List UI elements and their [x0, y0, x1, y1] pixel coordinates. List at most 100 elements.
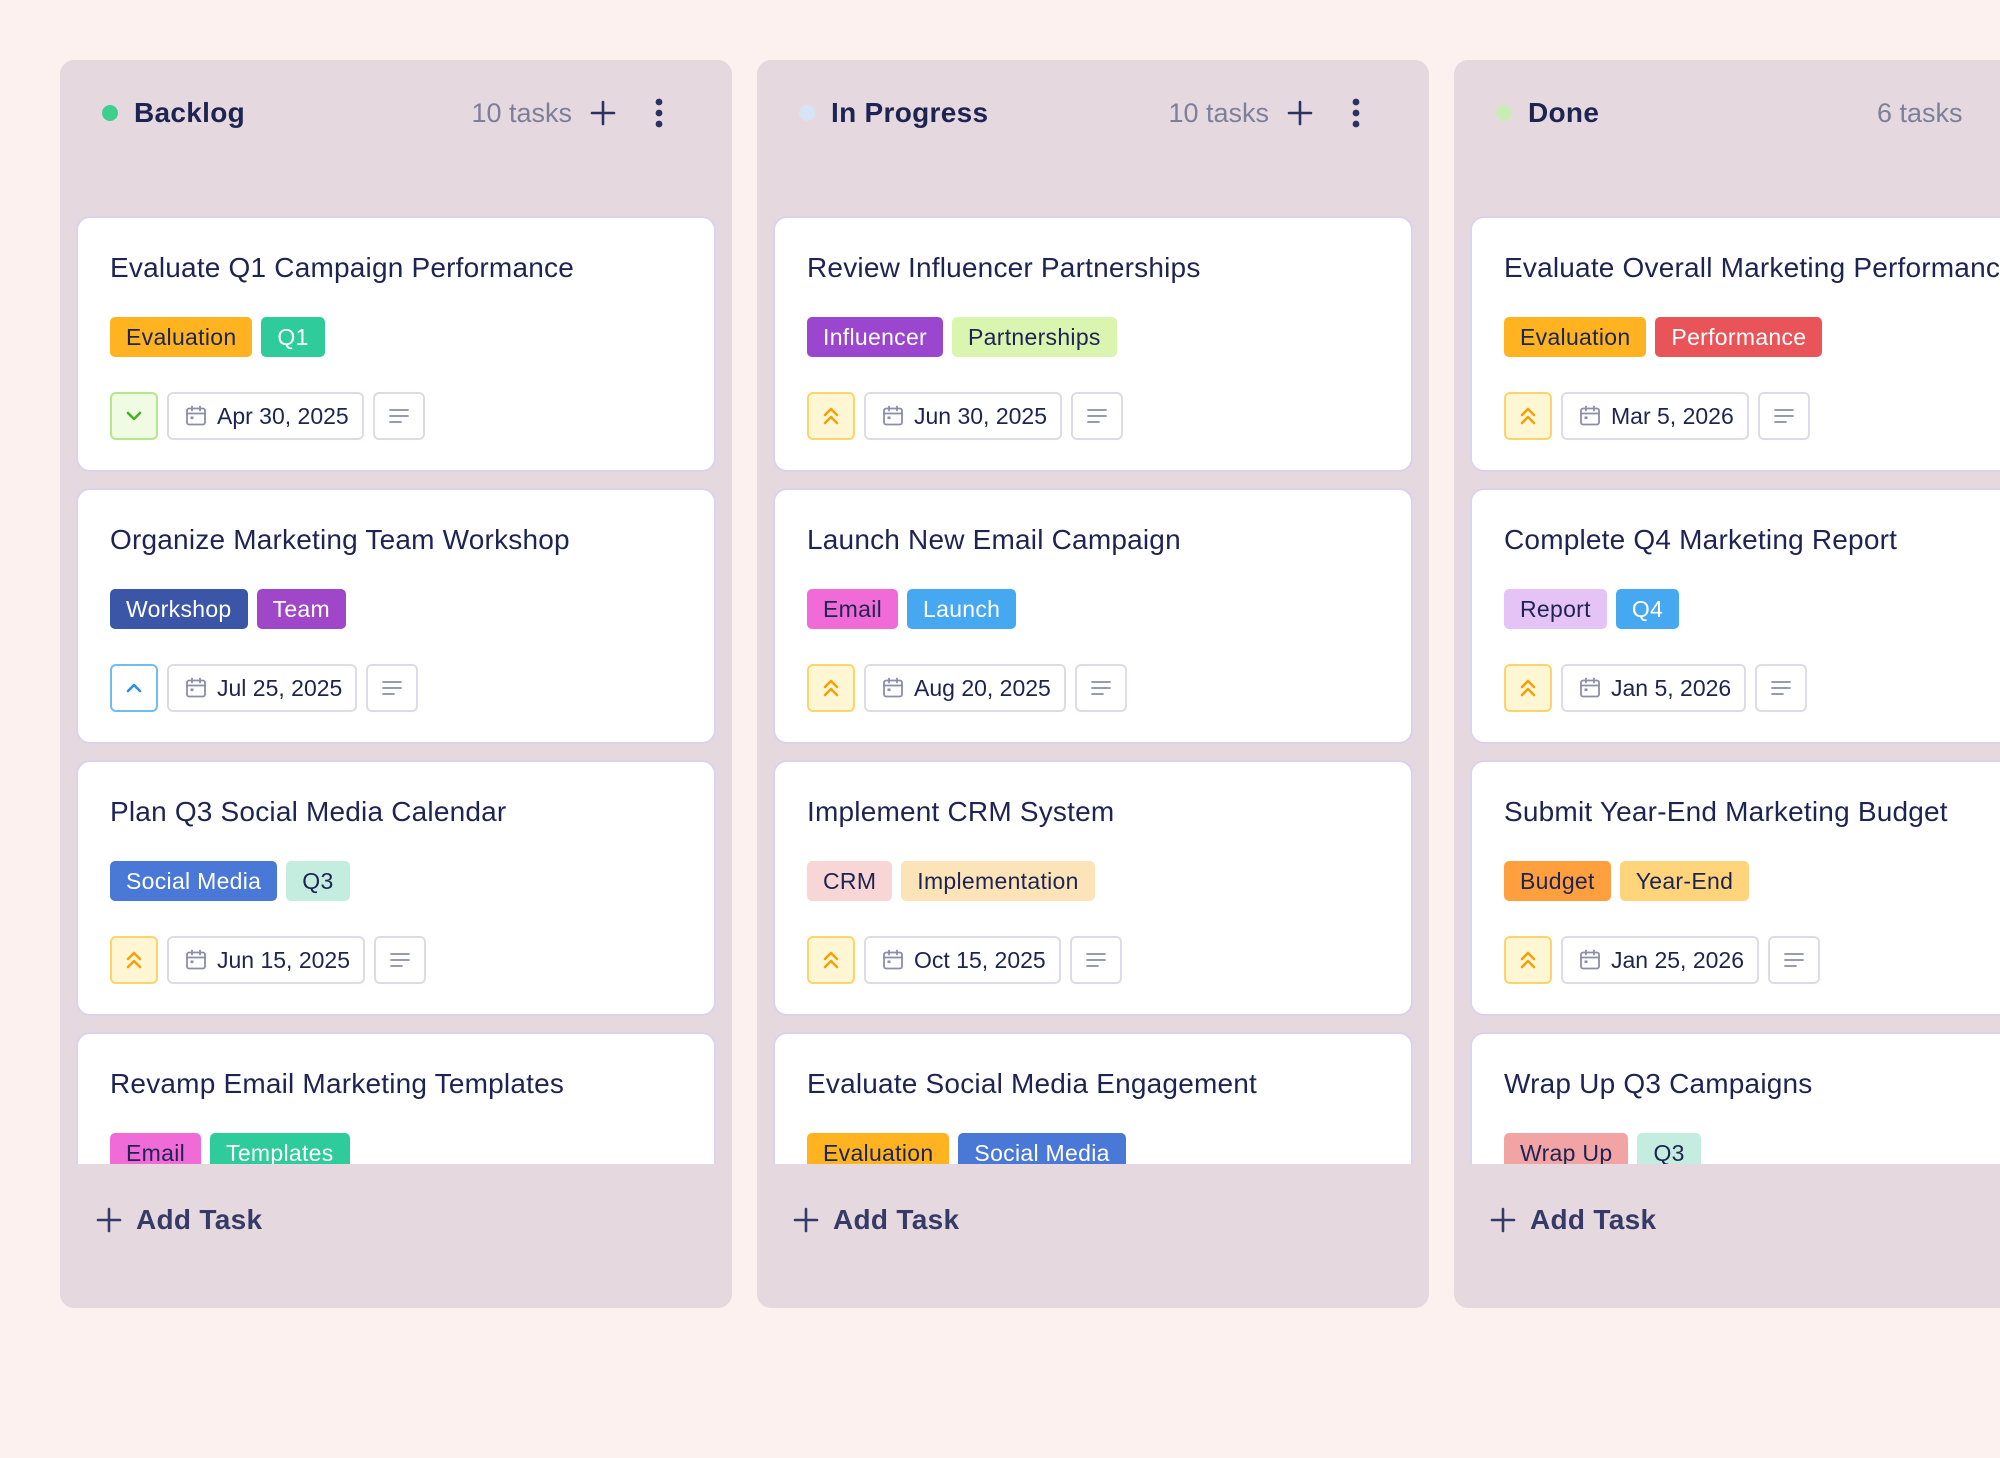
- description-button[interactable]: [366, 664, 419, 712]
- task-card[interactable]: Submit Year-End Marketing Budget Budget Ye…: [1470, 760, 2000, 1016]
- task-title: Evaluate Social Media Engagement: [807, 1068, 1258, 1099]
- tag-label: Q1: [261, 317, 325, 357]
- tag-label: Q3: [1637, 1133, 1701, 1164]
- tag-label: Implementation: [901, 861, 1095, 901]
- plus-icon: [590, 100, 616, 126]
- due-date-text: Jun 30, 2025: [914, 402, 1048, 429]
- column-done: Done 6 tasks Evaluate Overall Marketing Pe…: [1454, 60, 2000, 1308]
- due-date-button[interactable]: Oct 15, 2025: [864, 936, 1061, 984]
- tag-label: Partnerships: [952, 317, 1117, 357]
- task-meta: Jul 25, 2025: [110, 664, 419, 712]
- plus-icon: [1287, 100, 1313, 126]
- priority-button[interactable]: [1504, 936, 1552, 984]
- due-date-button[interactable]: Jul 25, 2025: [167, 664, 358, 712]
- task-card[interactable]: Plan Q3 Social Media Calendar Social Medi…: [76, 760, 716, 1016]
- plus-icon: [793, 1207, 819, 1233]
- description-button[interactable]: [1071, 392, 1124, 440]
- description-button[interactable]: [1757, 392, 1810, 440]
- double-chevron-up-icon: [823, 407, 839, 425]
- priority-button[interactable]: [807, 664, 855, 712]
- tag-list: Social Media Q3: [110, 861, 350, 901]
- task-count: 6 tasks: [1877, 98, 1963, 128]
- chevron-down-icon: [126, 411, 142, 421]
- priority-button[interactable]: [110, 664, 158, 712]
- task-title: Revamp Email Marketing Templates: [110, 1068, 565, 1099]
- tag-label: Year-End: [1619, 861, 1750, 901]
- calendar-icon: [883, 949, 903, 970]
- task-meta: Oct 15, 2025: [807, 936, 1122, 984]
- description-button[interactable]: [1069, 936, 1122, 984]
- task-card[interactable]: Organize Marketing Team Workshop Workshop…: [76, 488, 716, 744]
- description-button[interactable]: [374, 936, 427, 984]
- due-date-text: Jul 25, 2025: [217, 674, 343, 701]
- add-card-button[interactable]: [580, 90, 626, 136]
- task-card[interactable]: Launch New Email Campaign Email Launch Aug …: [773, 488, 1413, 744]
- description-button[interactable]: [372, 392, 425, 440]
- more-vertical-icon: [1352, 98, 1360, 128]
- task-title: Implement CRM System: [807, 796, 1115, 827]
- task-count: 10 tasks: [471, 98, 572, 128]
- task-card[interactable]: Implement CRM System CRM Implementation Oct…: [773, 760, 1413, 1016]
- due-date-button[interactable]: Jan 25, 2026: [1561, 936, 1760, 984]
- calendar-icon: [186, 949, 206, 970]
- calendar-icon: [1580, 677, 1600, 698]
- task-card[interactable]: Evaluate Overall Marketing Performance Ev…: [1470, 216, 2000, 472]
- due-date-text: Aug 20, 2025: [914, 674, 1051, 701]
- due-date-button[interactable]: Apr 30, 2025: [167, 392, 364, 440]
- calendar-icon: [1580, 949, 1600, 970]
- tag-list: Budget Year-End: [1504, 861, 1750, 901]
- add-card-button[interactable]: [1277, 90, 1323, 136]
- due-date-button[interactable]: Jan 5, 2026: [1561, 664, 1747, 712]
- tag-label: Templates: [210, 1133, 350, 1164]
- due-date-button[interactable]: Jun 30, 2025: [864, 392, 1063, 440]
- task-card[interactable]: Evaluate Social Media Engagement Evaluati…: [773, 1032, 1413, 1164]
- task-card[interactable]: Review Influencer Partnerships Influencer…: [773, 216, 1413, 472]
- description-button[interactable]: [1074, 664, 1127, 712]
- due-date-button[interactable]: Jun 15, 2025: [167, 936, 366, 984]
- add-task-button[interactable]: Add Task: [793, 1196, 959, 1244]
- column-title: Done: [1528, 97, 1600, 128]
- column-menu-button[interactable]: [644, 90, 674, 136]
- priority-button[interactable]: [807, 392, 855, 440]
- priority-button[interactable]: [1504, 664, 1552, 712]
- priority-button[interactable]: [1504, 392, 1552, 440]
- double-chevron-up-icon: [1520, 951, 1536, 969]
- status-dot: [102, 105, 118, 121]
- add-task-button[interactable]: Add Task: [96, 1196, 262, 1244]
- due-date-button[interactable]: Aug 20, 2025: [864, 664, 1066, 712]
- task-card[interactable]: Complete Q4 Marketing Report Report Q4 Jan …: [1470, 488, 2000, 744]
- add-task-label: Add Task: [136, 1204, 263, 1235]
- priority-button[interactable]: [110, 936, 158, 984]
- task-card[interactable]: Evaluate Q1 Campaign Performance Evaluati…: [76, 216, 716, 472]
- due-date-text: Jun 15, 2025: [217, 946, 351, 973]
- tag-label: Wrap Up: [1504, 1133, 1629, 1164]
- calendar-icon: [883, 677, 903, 698]
- add-task-label: Add Task: [833, 1204, 960, 1235]
- priority-button[interactable]: [110, 392, 158, 440]
- tag-label: Social Media: [110, 861, 278, 901]
- due-date-button[interactable]: Mar 5, 2026: [1561, 392, 1749, 440]
- priority-button[interactable]: [807, 936, 855, 984]
- add-task-button[interactable]: Add Task: [1490, 1196, 1656, 1244]
- task-title: Complete Q4 Marketing Report: [1504, 524, 1898, 555]
- task-card[interactable]: Revamp Email Marketing Templates Email Tem…: [76, 1032, 716, 1164]
- tag-label: Evaluation: [1504, 317, 1647, 357]
- task-title: Submit Year-End Marketing Budget: [1504, 796, 1948, 827]
- description-button[interactable]: [1768, 936, 1821, 984]
- calendar-icon: [1580, 405, 1600, 426]
- tag-list: Wrap Up Q3: [1504, 1133, 1701, 1164]
- due-date-text: Apr 30, 2025: [217, 402, 349, 429]
- plus-icon: [96, 1207, 122, 1233]
- description-icon: [1771, 681, 1792, 695]
- due-date-text: Jan 5, 2026: [1611, 674, 1732, 701]
- task-count: 10 tasks: [1168, 98, 1269, 128]
- calendar-icon: [186, 677, 206, 698]
- double-chevron-up-icon: [1520, 407, 1536, 425]
- tag-label: Budget: [1504, 861, 1611, 901]
- task-meta: Jan 5, 2026: [1504, 664, 1808, 712]
- double-chevron-up-icon: [126, 951, 142, 969]
- column-menu-button[interactable]: [1341, 90, 1371, 136]
- description-button[interactable]: [1755, 664, 1808, 712]
